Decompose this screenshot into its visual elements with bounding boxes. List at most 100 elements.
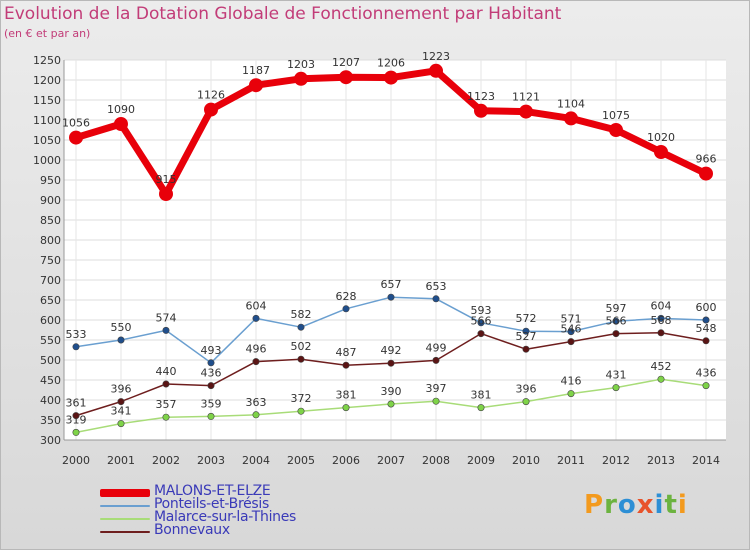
data-point (522, 345, 530, 353)
data-label: 359 (201, 397, 222, 410)
data-label: 390 (381, 385, 402, 398)
data-point (522, 398, 530, 406)
y-tick-label: 550 (40, 334, 61, 347)
x-tick-label: 2014 (692, 454, 720, 467)
data-point (252, 314, 260, 322)
data-point (432, 295, 440, 303)
data-point (474, 103, 488, 118)
y-tick-label: 900 (40, 194, 61, 207)
data-point (72, 428, 80, 436)
data-label: 533 (66, 328, 87, 341)
x-tick-label: 2009 (467, 454, 495, 467)
data-label: 546 (561, 323, 582, 336)
legend-label: Bonnevaux (154, 522, 230, 538)
data-point (477, 330, 485, 338)
data-label: 1075 (602, 109, 630, 122)
data-point (72, 343, 80, 351)
data-label: 600 (696, 301, 717, 314)
data-label: 1187 (242, 64, 270, 77)
data-label: 527 (516, 330, 537, 343)
x-tick-label: 2013 (647, 454, 675, 467)
x-tick-label: 2005 (287, 454, 315, 467)
data-point (522, 327, 530, 335)
data-label: 1121 (512, 91, 540, 104)
data-label: 566 (606, 315, 627, 328)
data-point (387, 293, 395, 301)
data-point (567, 390, 575, 398)
y-tick-label: 500 (40, 354, 61, 367)
data-label: 363 (246, 396, 267, 409)
data-label: 319 (66, 413, 87, 426)
data-label: 372 (291, 392, 312, 405)
data-point (657, 314, 665, 322)
data-point (117, 336, 125, 344)
data-point (207, 382, 215, 390)
data-label: 361 (66, 397, 87, 410)
data-label: 966 (696, 153, 717, 166)
data-label: 499 (426, 341, 447, 354)
data-point (162, 413, 170, 421)
data-point (477, 404, 485, 412)
x-tick-label: 2012 (602, 454, 630, 467)
data-point (699, 166, 713, 181)
y-tick-label: 750 (40, 254, 61, 267)
data-point (429, 63, 443, 78)
data-point (432, 356, 440, 364)
y-tick-label: 950 (40, 174, 61, 187)
data-label: 1104 (557, 97, 585, 110)
x-tick-label: 2010 (512, 454, 540, 467)
logo-letter: i (677, 490, 688, 520)
y-tick-label: 300 (40, 434, 61, 447)
y-tick-label: 350 (40, 414, 61, 427)
data-point (72, 412, 80, 420)
data-label: 396 (111, 383, 132, 396)
data-point (342, 361, 350, 369)
data-label: 1207 (332, 56, 360, 69)
data-label: 657 (381, 278, 402, 291)
data-point (612, 317, 620, 325)
data-label: 396 (516, 383, 537, 396)
x-tick-label: 2007 (377, 454, 405, 467)
data-label: 341 (111, 405, 132, 418)
data-point (387, 400, 395, 408)
data-label: 436 (201, 367, 222, 380)
y-tick-label: 1250 (33, 54, 61, 67)
data-label: 502 (291, 340, 312, 353)
data-label: 550 (111, 321, 132, 334)
data-label: 487 (336, 346, 357, 359)
data-point (567, 338, 575, 346)
data-point (612, 330, 620, 338)
logo-letter: P (584, 490, 605, 520)
y-tick-label: 600 (40, 314, 61, 327)
y-tick-label: 850 (40, 214, 61, 227)
data-point (387, 359, 395, 367)
data-label: 452 (651, 360, 672, 373)
y-tick-label: 800 (40, 234, 61, 247)
x-tick-label: 2002 (152, 454, 180, 467)
data-label: 1123 (467, 90, 495, 103)
legend-swatch (100, 489, 150, 497)
data-label: 1223 (422, 50, 450, 63)
data-point (567, 328, 575, 336)
data-label: 1126 (197, 89, 225, 102)
data-label: 653 (426, 280, 447, 293)
data-point (159, 187, 173, 201)
data-point (654, 145, 668, 159)
x-tick-label: 2003 (197, 454, 225, 467)
data-point (384, 70, 398, 85)
data-label: 440 (156, 365, 177, 378)
data-point (612, 384, 620, 392)
y-tick-label: 450 (40, 374, 61, 387)
data-point (162, 380, 170, 388)
data-point (339, 70, 353, 85)
data-label: 548 (696, 322, 717, 335)
logo-letter: t (664, 490, 678, 520)
data-point (207, 412, 215, 420)
data-point (657, 375, 665, 383)
data-point (477, 319, 485, 327)
data-label: 1203 (287, 58, 315, 71)
y-tick-label: 1150 (33, 94, 61, 107)
logo-letter: r (604, 490, 618, 520)
data-label: 381 (336, 389, 357, 402)
x-tick-label: 2008 (422, 454, 450, 467)
